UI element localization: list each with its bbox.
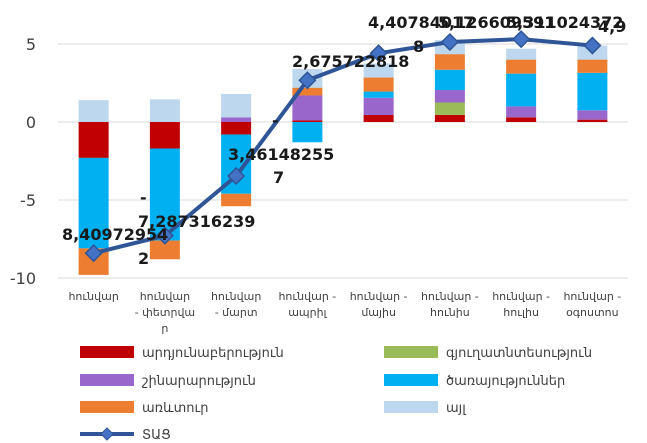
- data-label: 8: [413, 37, 424, 56]
- data-label: 3,46148255: [228, 145, 334, 164]
- total-line-marker: [227, 166, 246, 186]
- legend-label: ծառայություններ: [446, 374, 565, 389]
- x-tick-label: հունվար -: [350, 290, 408, 303]
- legend-swatch: [80, 374, 134, 386]
- bar-segment: [149, 122, 180, 149]
- legend-label: այլ: [446, 401, 466, 416]
- x-tick-label: հունվար: [68, 290, 118, 303]
- bar-segment: [434, 54, 465, 70]
- legend-line-marker: [100, 427, 114, 441]
- bar-segment: [363, 97, 394, 115]
- legend-label: շինարարություն: [142, 374, 256, 389]
- bar-segment: [363, 63, 394, 78]
- bar-segment: [434, 114, 465, 122]
- bar-segment: [363, 91, 394, 98]
- x-tick-label: ր: [161, 322, 168, 335]
- data-label: 5,126609591: [438, 13, 555, 32]
- bar-segment: [292, 122, 323, 143]
- data-label: -: [272, 111, 279, 130]
- data-label: 4,9: [598, 17, 626, 36]
- x-tick-label: հունվար: [211, 290, 261, 303]
- data-label: 2: [138, 249, 149, 268]
- total-line-marker: [512, 30, 531, 49]
- legend-swatch: [384, 346, 438, 358]
- x-tick-label: - փետրվա: [135, 306, 196, 319]
- x-tick-label: հունվար -: [492, 290, 550, 303]
- data-label: -: [140, 188, 147, 207]
- x-tick-label: հունվար -: [421, 290, 479, 303]
- legend-swatch: [80, 401, 134, 413]
- bar-segment: [434, 90, 465, 103]
- total-line: [84, 30, 602, 263]
- data-label: 7,287316239: [138, 212, 255, 231]
- bar-segment: [506, 59, 537, 74]
- bar-segment: [221, 193, 252, 207]
- total-line-path: [93, 37, 593, 256]
- bar-segment: [221, 93, 252, 118]
- x-tick-label: - մարտ: [215, 306, 258, 319]
- bar-segment: [434, 69, 465, 91]
- y-tick-label: -10: [10, 269, 36, 288]
- total-line-marker: [369, 44, 388, 63]
- bar-segment: [292, 120, 323, 122]
- y-tick-label: 5: [26, 35, 36, 54]
- total-line-marker: [440, 32, 459, 52]
- bar-segment: [78, 157, 109, 249]
- bar-segment: [292, 87, 323, 96]
- y-axis: 5 0 -5 -10: [10, 35, 36, 288]
- total-line-marker: [298, 71, 317, 90]
- bar-segment: [292, 95, 323, 121]
- x-tick-label: հունվար -: [563, 290, 621, 303]
- data-label: 5,311024372: [506, 13, 623, 32]
- legend-swatch: [384, 374, 438, 386]
- bar-segment: [506, 106, 537, 118]
- legend: արդյունաբերություն գյուղատնտեսություն շինա…: [80, 346, 592, 443]
- bar-segment: [78, 122, 109, 158]
- bar-segment: [506, 117, 537, 122]
- bar-segment: [506, 73, 537, 107]
- data-label: 7: [273, 168, 284, 187]
- bar-segment: [149, 240, 180, 260]
- data-labels: 8,40972954 2 - 7,287316239 - 3,46148255 7 2,675…: [62, 13, 626, 268]
- x-axis: հունվար հունվար - փետրվա ր հունվար - մարտ հուն…: [68, 290, 621, 335]
- legend-label: արդյունաբերություն: [142, 346, 284, 361]
- bar-segment: [577, 110, 608, 120]
- x-tick-label: ապրիլ: [288, 306, 327, 319]
- x-tick-label: հունիս: [430, 306, 470, 319]
- legend-label: գյուղատնտեսություն: [446, 346, 592, 361]
- bar-segment: [221, 117, 252, 122]
- x-tick-label: հունվար -: [278, 290, 336, 303]
- bar-segment: [577, 72, 608, 111]
- data-label: 8,40972954: [62, 225, 168, 244]
- total-line-marker: [155, 226, 174, 245]
- x-tick-label: հունվար: [140, 290, 190, 303]
- bar-segment: [434, 102, 465, 115]
- x-tick-label: մայիս: [361, 306, 396, 319]
- bar-segment: [149, 99, 180, 122]
- x-tick-label: հուլիս: [503, 306, 539, 319]
- bar-segment: [363, 77, 394, 92]
- y-tick-label: 0: [26, 113, 36, 132]
- bar-segment: [363, 114, 394, 122]
- legend-swatch: [384, 401, 438, 413]
- legend-swatch: [80, 346, 134, 358]
- legend-label: առևտուր: [142, 401, 208, 416]
- data-label: 4,40784017: [368, 13, 474, 32]
- y-tick-label: -5: [20, 191, 36, 210]
- bar-segment: [506, 48, 537, 60]
- bar-segment: [577, 119, 608, 122]
- x-tick-label: օգոստոս: [566, 306, 619, 319]
- data-label: 2,675722818: [292, 52, 409, 71]
- bar-segment: [78, 100, 109, 122]
- bar-segment: [577, 59, 608, 73]
- total-line-marker: [84, 244, 103, 263]
- legend-label: ՏԱՑ: [142, 428, 171, 443]
- total-line-marker: [583, 36, 602, 55]
- bar-segment: [221, 122, 252, 135]
